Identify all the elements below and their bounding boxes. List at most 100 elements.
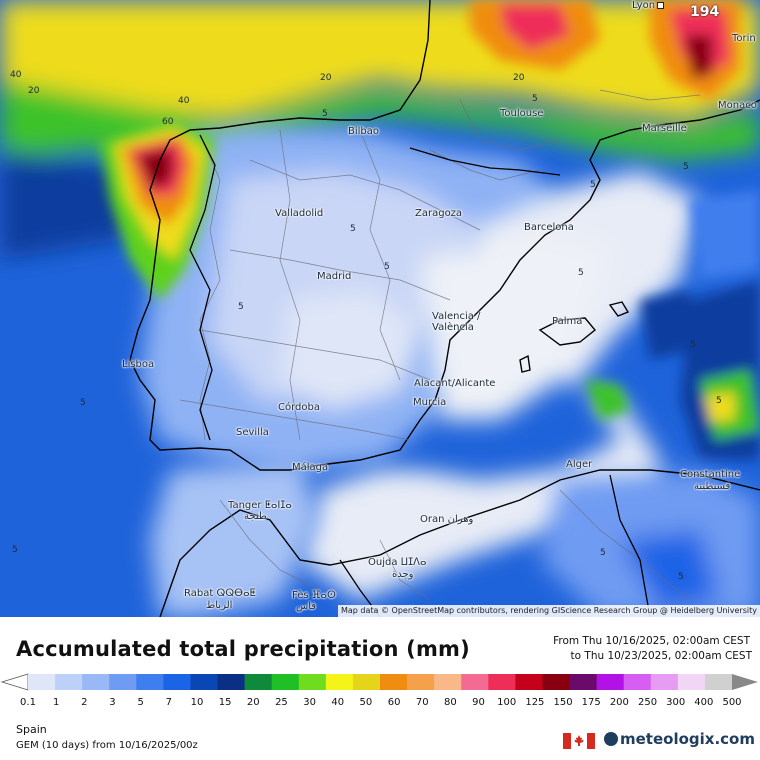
contour-label: 20 [320,73,332,83]
city-label: وجدة [392,569,414,580]
city-bilbao: Bilbao [348,126,379,137]
scale-tick-label: 1 [52,697,60,708]
city-oujda-ar: وجدة [392,569,414,580]
city-label: Alger [566,459,593,470]
scale-tick-label: 0.1 [20,697,36,708]
contour-label: 5 [80,398,86,408]
logo-text: meteologix.com [620,730,755,748]
city-label: Zaragoza [415,208,463,219]
city-palma: Palma [552,316,582,327]
city-label: Lyon [632,0,656,11]
city-label: Oran وهران [420,514,474,525]
scale-tick-label: 2 [81,697,88,708]
scale-swatch [82,674,110,690]
city-label: Alacant/Alicante [414,378,496,389]
map-canvas [0,0,760,617]
city-label: Lisboa [122,359,155,370]
scale-tick-label: 125 [525,697,545,708]
city-label: Marseille [642,123,687,134]
city-label: Monaco [718,100,757,111]
city-cordoba: Córdoba [278,402,320,413]
city-tanger-ar: طنجة [244,511,267,522]
city-label: Bilbao [348,126,380,137]
city-alger: Alger [566,459,592,470]
time-range-to: to Thu 10/23/2025, 02:00am CEST [570,650,752,662]
scale-swatch [542,674,571,690]
scale-tick-label: 40 [331,697,345,708]
city-madrid: Madrid [317,271,351,282]
scale-arrow-right [732,674,758,690]
scale-tick-label: 150 [553,697,573,708]
city-lyon: Lyon [632,0,665,11]
scale-tick-label: 200 [609,697,629,708]
color-scale-ticks: 0.1 1 2 3 5 7 10 15 20 25 30 40 50 60 70 80 90 100 125 150 1… [0,697,760,711]
city-lisboa: Lisboa [122,359,154,370]
contour-label: 5 [678,572,684,582]
city-fes: Fès ⴼⴰⵙ [292,590,336,601]
city-tanger: Tanger ⵟⴰⵏⵊⴰ [228,500,292,511]
time-range-from: From Thu 10/16/2025, 02:00am CEST [553,635,750,647]
map-attribution: Map data © OpenStreetMap contributors, r… [338,605,760,617]
city-rabat: Rabat ⵕⵕⴱⴰⵟ [184,588,256,599]
scale-swatch [380,674,408,690]
city-label: Murcia [413,397,447,408]
city-label: Torin [732,33,756,44]
scale-swatch [704,674,733,690]
canada-flag-icon [563,733,595,749]
scale-swatch [55,674,83,690]
scale-swatch [434,674,462,690]
city-barcelona: Barcelona [524,222,574,233]
contour-label: 5 [690,340,696,350]
scale-swatch [461,674,489,690]
scale-tick-label: 80 [444,697,457,708]
scale-tick-label: 15 [218,697,232,708]
city-rabat-ar: الرباط [206,600,232,611]
contour-label: 60 [162,117,174,127]
scale-arrow-left [0,673,29,691]
scale-swatch [407,674,435,690]
scale-swatch [28,674,56,690]
contour-label: 5 [322,109,328,119]
meteologix-logo[interactable]: meteologix.com [604,730,755,748]
city-label: قسنطينة [694,481,731,492]
city-label: طنجة [244,511,267,522]
scale-swatch [163,674,191,690]
city-sevilla: Sevilla [236,427,269,438]
contour-label: 5 [683,162,689,172]
city-valladolid: Valladolid [275,208,323,219]
scale-tick-label: 70 [415,697,429,708]
scale-tick-label: 60 [387,697,401,708]
city-label: Valencia / València [432,311,481,333]
city-label: Málaga [292,462,329,473]
city-label: Rabat ⵕⵕⴱⴰⵟ [184,588,256,599]
scale-tick-label: 300 [666,697,686,708]
city-oujda: Oujda ⵡⵊⴷⴰ [368,557,427,568]
city-murcia: Murcia [413,397,446,408]
city-oran: Oran وهران [420,514,473,525]
globe-icon [604,732,618,746]
city-constantine: Constantine [680,469,740,480]
contour-label: 5 [590,180,596,190]
scale-swatch [271,674,300,690]
city-fes-ar: فاس [296,601,316,612]
scale-swatch [515,674,543,690]
contour-label: 20 [28,86,40,96]
scale-swatch [352,674,381,690]
city-torino: Torin [732,33,756,44]
scale-swatch [596,674,625,690]
scale-swatch [217,674,246,690]
city-label: Valladolid [275,208,324,219]
precipitation-map[interactable]: 194 Lyon Torin Monaco Marseille Toulouse… [0,0,760,617]
scale-tick-label: 175 [581,697,601,708]
city-label: Barcelona [524,222,574,233]
scale-tick-label: 50 [359,697,373,708]
scale-swatch [623,674,652,690]
contour-label: 40 [178,96,190,106]
city-constantine-ar: قسنطينة [694,481,730,492]
scale-tick-label: 3 [109,697,116,708]
city-label: Sevilla [236,427,269,438]
model-run-label: GEM (10 days) from 10/16/2025/00z [16,740,198,751]
city-label: Oujda ⵡⵊⴷⴰ [368,557,427,568]
legend-title: Accumulated total precipitation (mm) [16,637,470,661]
scale-swatch [650,674,679,690]
